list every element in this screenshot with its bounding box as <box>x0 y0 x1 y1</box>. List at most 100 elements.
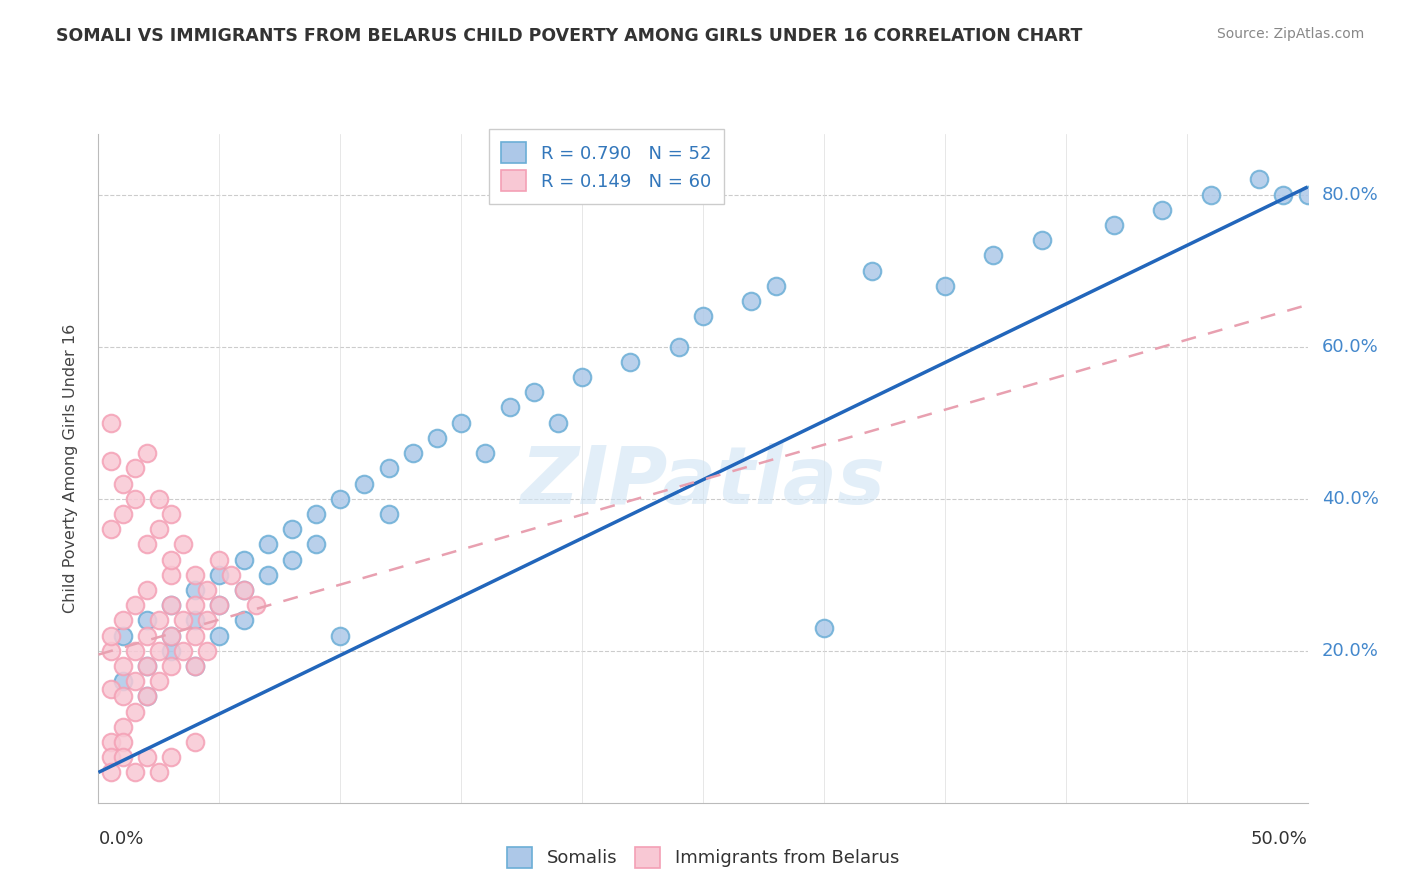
Point <box>765 278 787 293</box>
Point <box>148 522 170 536</box>
Point <box>160 644 183 658</box>
Point <box>135 659 157 673</box>
Point <box>160 628 183 642</box>
Text: 20.0%: 20.0% <box>1322 641 1379 660</box>
Point <box>740 294 762 309</box>
Point <box>135 446 157 460</box>
Point <box>135 690 157 704</box>
Point <box>474 446 496 460</box>
Point <box>124 765 146 780</box>
Point <box>160 507 183 521</box>
Text: 40.0%: 40.0% <box>1322 490 1379 508</box>
Point <box>981 248 1004 262</box>
Point <box>111 720 134 734</box>
Text: 80.0%: 80.0% <box>1322 186 1379 203</box>
Point <box>160 567 183 582</box>
Point <box>1272 187 1295 202</box>
Point <box>668 340 690 354</box>
Point <box>232 582 254 597</box>
Point <box>208 628 231 642</box>
Point <box>860 263 883 277</box>
Point <box>208 598 231 612</box>
Point <box>256 567 278 582</box>
Point <box>135 613 157 627</box>
Point <box>184 659 207 673</box>
Point <box>100 416 122 430</box>
Point <box>148 491 170 506</box>
Point <box>111 674 134 689</box>
Point <box>184 628 207 642</box>
Point <box>100 765 122 780</box>
Point <box>172 644 194 658</box>
Point <box>100 644 122 658</box>
Point <box>184 582 207 597</box>
Y-axis label: Child Poverty Among Girls Under 16: Child Poverty Among Girls Under 16 <box>63 324 77 613</box>
Point <box>111 690 134 704</box>
Point <box>160 552 183 566</box>
Point <box>245 598 267 612</box>
Point <box>135 537 157 551</box>
Point <box>426 431 449 445</box>
Point <box>1249 172 1271 186</box>
Text: 60.0%: 60.0% <box>1322 338 1379 356</box>
Point <box>208 567 231 582</box>
Point <box>184 659 207 673</box>
Legend: Somalis, Immigrants from Belarus: Somalis, Immigrants from Belarus <box>496 836 910 879</box>
Text: 50.0%: 50.0% <box>1251 830 1308 847</box>
Point <box>111 659 134 673</box>
Point <box>111 735 134 749</box>
Point <box>111 613 134 627</box>
Point <box>100 750 122 764</box>
Point <box>100 453 122 467</box>
Point <box>692 310 714 324</box>
Point <box>498 401 520 415</box>
Point <box>172 537 194 551</box>
Point <box>111 750 134 764</box>
Point <box>450 416 472 430</box>
Point <box>571 370 593 384</box>
Point <box>329 628 352 642</box>
Point <box>377 461 399 475</box>
Point <box>135 690 157 704</box>
Point <box>402 446 425 460</box>
Point <box>148 765 170 780</box>
Point <box>135 628 157 642</box>
Point <box>100 628 122 642</box>
Legend: R = 0.790   N = 52, R = 0.149   N = 60: R = 0.790 N = 52, R = 0.149 N = 60 <box>488 129 724 203</box>
Text: SOMALI VS IMMIGRANTS FROM BELARUS CHILD POVERTY AMONG GIRLS UNDER 16 CORRELATION: SOMALI VS IMMIGRANTS FROM BELARUS CHILD … <box>56 27 1083 45</box>
Text: ZIPatlas: ZIPatlas <box>520 442 886 521</box>
Point <box>184 567 207 582</box>
Point <box>1296 187 1319 202</box>
Point <box>160 628 183 642</box>
Point <box>232 552 254 566</box>
Point <box>1152 202 1174 217</box>
Point <box>124 598 146 612</box>
Point <box>124 674 146 689</box>
Point <box>124 491 146 506</box>
Point <box>305 537 328 551</box>
Point <box>1199 187 1222 202</box>
Point <box>148 644 170 658</box>
Point <box>281 552 304 566</box>
Point <box>1102 218 1125 232</box>
Point <box>195 582 218 597</box>
Point <box>208 552 231 566</box>
Point <box>353 476 375 491</box>
Point <box>124 705 146 719</box>
Point <box>111 628 134 642</box>
Point <box>184 598 207 612</box>
Point <box>195 613 218 627</box>
Point <box>148 674 170 689</box>
Point <box>160 598 183 612</box>
Point <box>305 507 328 521</box>
Point <box>100 681 122 696</box>
Point <box>329 491 352 506</box>
Point <box>111 476 134 491</box>
Point <box>813 621 835 635</box>
Point <box>195 644 218 658</box>
Point <box>377 507 399 521</box>
Point <box>1031 233 1053 247</box>
Point <box>221 567 243 582</box>
Text: Source: ZipAtlas.com: Source: ZipAtlas.com <box>1216 27 1364 41</box>
Point <box>232 582 254 597</box>
